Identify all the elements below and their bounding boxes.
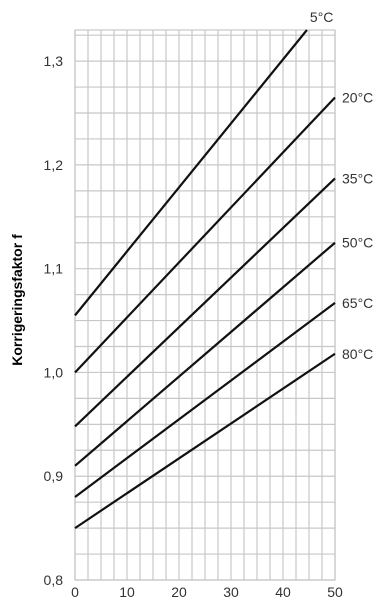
series-line — [74, 352, 336, 530]
series-label: 50°C — [342, 235, 373, 251]
series-line — [74, 29, 308, 317]
series-line — [74, 241, 336, 467]
series-label: 20°C — [342, 89, 373, 105]
y-tick-label: 1,3 — [44, 53, 64, 69]
x-tick-label: 0 — [71, 584, 79, 600]
series-line — [74, 177, 336, 428]
plot-border — [74, 29, 336, 581]
y-tick-label: 0,8 — [44, 572, 64, 588]
y-axis-ticks: 0,8 0,9 1,0 1,1 1,2 1,3 — [44, 53, 64, 588]
x-tick-label: 40 — [275, 584, 291, 600]
series-label: 65°C — [342, 295, 373, 311]
series-label: 80°C — [342, 346, 373, 362]
grid — [74, 30, 336, 581]
x-tick-label: 30 — [223, 584, 239, 600]
series-label: 35°C — [342, 170, 373, 186]
y-tick-label: 1,1 — [44, 261, 64, 277]
plot-area — [74, 29, 336, 581]
x-axis-ticks: 0 10 20 30 40 50 — [71, 584, 343, 600]
series-line — [74, 302, 336, 498]
series-labels: 5°C 20°C 35°C 50°C 65°C 80°C — [310, 9, 373, 362]
x-tick-label: 20 — [171, 584, 187, 600]
y-tick-label: 1,2 — [44, 157, 64, 173]
series-label: 5°C — [310, 9, 334, 25]
x-tick-label: 50 — [327, 584, 343, 600]
y-axis-label: Korrigeringsfaktor f — [9, 234, 25, 366]
y-tick-label: 0,9 — [44, 468, 64, 484]
x-tick-label: 10 — [119, 584, 135, 600]
series-line — [74, 96, 336, 374]
series-lines — [74, 29, 336, 530]
y-tick-label: 1,0 — [44, 364, 64, 380]
